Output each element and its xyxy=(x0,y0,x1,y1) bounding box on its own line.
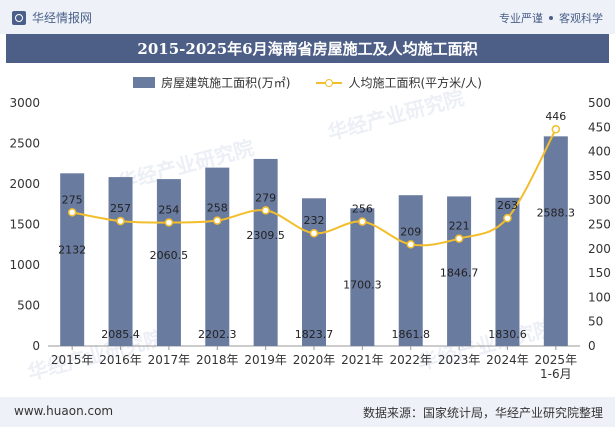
footer-source: 数据来源：国家统计局，华经产业研究院整理 xyxy=(362,406,603,420)
line-data-label: 275 xyxy=(62,193,83,206)
y-left-tick-label: 2500 xyxy=(9,137,40,151)
line-point xyxy=(116,216,125,226)
line-data-label: 263 xyxy=(497,199,518,212)
y-right-tick-label: 150 xyxy=(588,266,611,280)
x-tick-label: 2019年 xyxy=(244,353,287,367)
line-data-label: 279 xyxy=(255,191,276,204)
legend-bar-label: 房屋建筑施工面积(万㎡) xyxy=(161,75,291,90)
watermark-text: 华经产业研究院 xyxy=(325,85,466,144)
line-data-label: 254 xyxy=(158,204,179,217)
line-data-label: 258 xyxy=(207,202,228,215)
y-right-tick-label: 200 xyxy=(588,242,611,256)
legend-item-line: 人均施工面积(平方米/人) xyxy=(316,72,482,92)
line-data-label: 257 xyxy=(110,202,131,215)
x-tick-label: 2020年 xyxy=(293,353,336,367)
y-left-tick-label: 3000 xyxy=(9,96,40,110)
bar xyxy=(447,196,472,346)
bar-data-label: 1700.3 xyxy=(343,278,382,291)
bar-data-label: 2309.5 xyxy=(246,229,285,242)
bar xyxy=(108,177,133,346)
line-point xyxy=(213,216,222,225)
bar-data-label: 1823.7 xyxy=(295,328,334,341)
line-point xyxy=(164,218,174,227)
line-data-label: 209 xyxy=(400,225,421,238)
bar-data-label: 2132 xyxy=(58,243,86,256)
bar-data-label: 2085.4 xyxy=(101,328,140,341)
bar-data-label: 2202.3 xyxy=(198,328,237,341)
watermark-text: 华经产业研究院 xyxy=(115,135,256,194)
tag-professional: 专业严谨 xyxy=(499,12,543,25)
y-right-tick-label: 50 xyxy=(588,315,603,329)
line-point xyxy=(503,213,512,223)
bar-data-label: 1830.6 xyxy=(488,328,527,341)
line-point xyxy=(67,208,77,217)
x-tick-label: 2023年 xyxy=(438,353,481,367)
y-right-tick-label: 250 xyxy=(588,218,611,232)
legend-item-bar: 房屋建筑施工面积(万㎡) xyxy=(133,72,290,92)
footer: www.huaon.com 数据来源：国家统计局，华经产业研究院整理 xyxy=(0,397,615,427)
bar xyxy=(350,208,375,346)
x-tick-label: 2018年 xyxy=(196,353,239,367)
line-point xyxy=(309,228,319,238)
x-tick-label: 2024年 xyxy=(486,353,529,367)
y-right-tick-label: 400 xyxy=(588,145,611,159)
line-point xyxy=(454,234,464,243)
bar xyxy=(156,179,181,346)
line-point xyxy=(406,240,415,249)
bar xyxy=(205,167,230,346)
header-tags: 专业严谨 客观科学 xyxy=(499,10,603,26)
bar-data-label: 2588.3 xyxy=(537,206,576,219)
y-left-tick-label: 1500 xyxy=(9,218,40,232)
tag-objective: 客观科学 xyxy=(559,12,603,25)
bar xyxy=(543,136,568,346)
x-tick-label: 2017年 xyxy=(148,353,191,367)
legend-bar-swatch-icon xyxy=(133,76,156,88)
x-tick-label: 2025年 xyxy=(535,353,578,367)
line-point xyxy=(261,206,270,215)
x-tick-label: 2016年 xyxy=(99,353,142,367)
combo-chart: 华经产业研究院华经产业研究院华经产业研究院华经产业研究院050010001500… xyxy=(9,85,611,384)
line-data-label: 446 xyxy=(545,110,566,123)
y-left-tick-label: 1000 xyxy=(9,258,40,272)
y-left-tick-label: 2000 xyxy=(9,177,40,191)
y-right-tick-label: 0 xyxy=(588,339,596,353)
watermark-text: 华经产业研究院 xyxy=(25,325,166,384)
line-data-label: 232 xyxy=(304,214,325,227)
logo-icon xyxy=(12,10,26,25)
y-right-tick-label: 300 xyxy=(588,193,611,207)
legend-line-swatch-icon xyxy=(316,77,343,88)
x-tick-label: 1-6月 xyxy=(540,367,572,381)
line-point xyxy=(358,217,367,226)
brand-name: 华经情报网 xyxy=(32,11,93,25)
x-tick-label: 2021年 xyxy=(341,353,384,367)
y-right-tick-label: 500 xyxy=(588,96,611,110)
bar-data-label: 1861.8 xyxy=(391,328,430,341)
bar xyxy=(398,195,423,346)
line-point xyxy=(551,124,561,134)
x-tick-label: 2015年 xyxy=(51,353,94,367)
y-left-tick-label: 500 xyxy=(17,299,40,313)
y-right-tick-label: 350 xyxy=(588,169,611,183)
y-right-tick-label: 450 xyxy=(588,120,611,134)
bar xyxy=(60,173,85,346)
line-data-label: 221 xyxy=(449,220,470,233)
bar-data-label: 1846.7 xyxy=(440,266,479,279)
x-tick-label: 2022年 xyxy=(389,353,432,367)
bar xyxy=(302,198,326,346)
bar-data-label: 2060.5 xyxy=(150,249,189,262)
y-right-tick-label: 100 xyxy=(588,290,611,304)
bullet-icon xyxy=(549,16,553,20)
line-data-label: 256 xyxy=(352,203,373,216)
bar xyxy=(495,197,520,346)
top-bar: 华经情报网 专业严谨 客观科学 xyxy=(0,0,615,34)
chart-title: 2015-2025年6月海南省房屋施工及人均施工面积 xyxy=(6,34,609,63)
brand: 华经情报网 xyxy=(12,9,92,26)
legend-line-label: 人均施工面积(平方米/人) xyxy=(348,75,482,90)
bar xyxy=(253,158,278,346)
chart-legend: 房屋建筑施工面积(万㎡) 人均施工面积(平方米/人) xyxy=(0,72,615,92)
y-left-tick-label: 0 xyxy=(32,339,40,353)
footer-website: www.huaon.com xyxy=(14,404,114,418)
